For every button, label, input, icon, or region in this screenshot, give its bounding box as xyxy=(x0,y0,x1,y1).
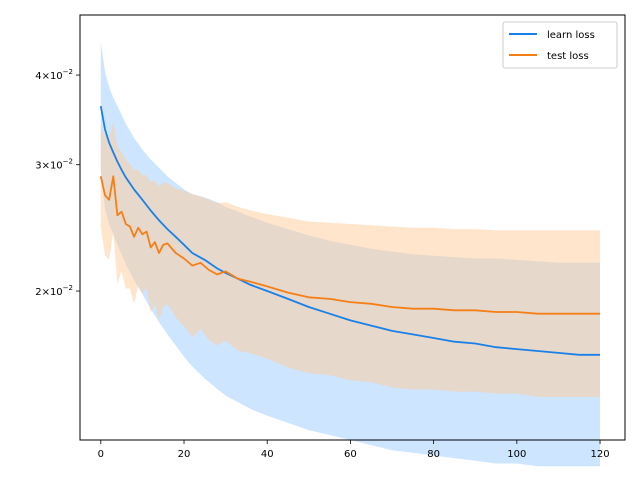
y-tick-label: 2×10−2 xyxy=(35,284,73,298)
legend-label-test-loss: test loss xyxy=(547,51,589,62)
legend: learn loss test loss xyxy=(502,21,618,69)
y-axis: 2×10−2 3×10−2 4×10−2 xyxy=(35,68,80,298)
x-tick-label: 0 xyxy=(98,449,104,460)
x-tick-label: 20 xyxy=(178,449,191,460)
x-tick-label: 120 xyxy=(590,449,609,460)
legend-label-learn-loss: learn loss xyxy=(547,30,595,41)
series-lines xyxy=(99,105,600,356)
x-tick-label: 80 xyxy=(427,449,440,460)
confidence-bands xyxy=(100,41,601,467)
x-axis: 0 20 40 60 80 100 120 xyxy=(98,440,610,460)
band-test-loss xyxy=(100,121,601,397)
y-tick-label: 3×10−2 xyxy=(35,158,73,172)
x-tick-label: 100 xyxy=(507,449,526,460)
line-test-loss xyxy=(99,175,600,315)
x-tick-label: 60 xyxy=(344,449,357,460)
x-tick-label: 40 xyxy=(261,449,274,460)
plot-frame xyxy=(79,14,626,441)
y-tick-label: 4×10−2 xyxy=(35,68,73,82)
